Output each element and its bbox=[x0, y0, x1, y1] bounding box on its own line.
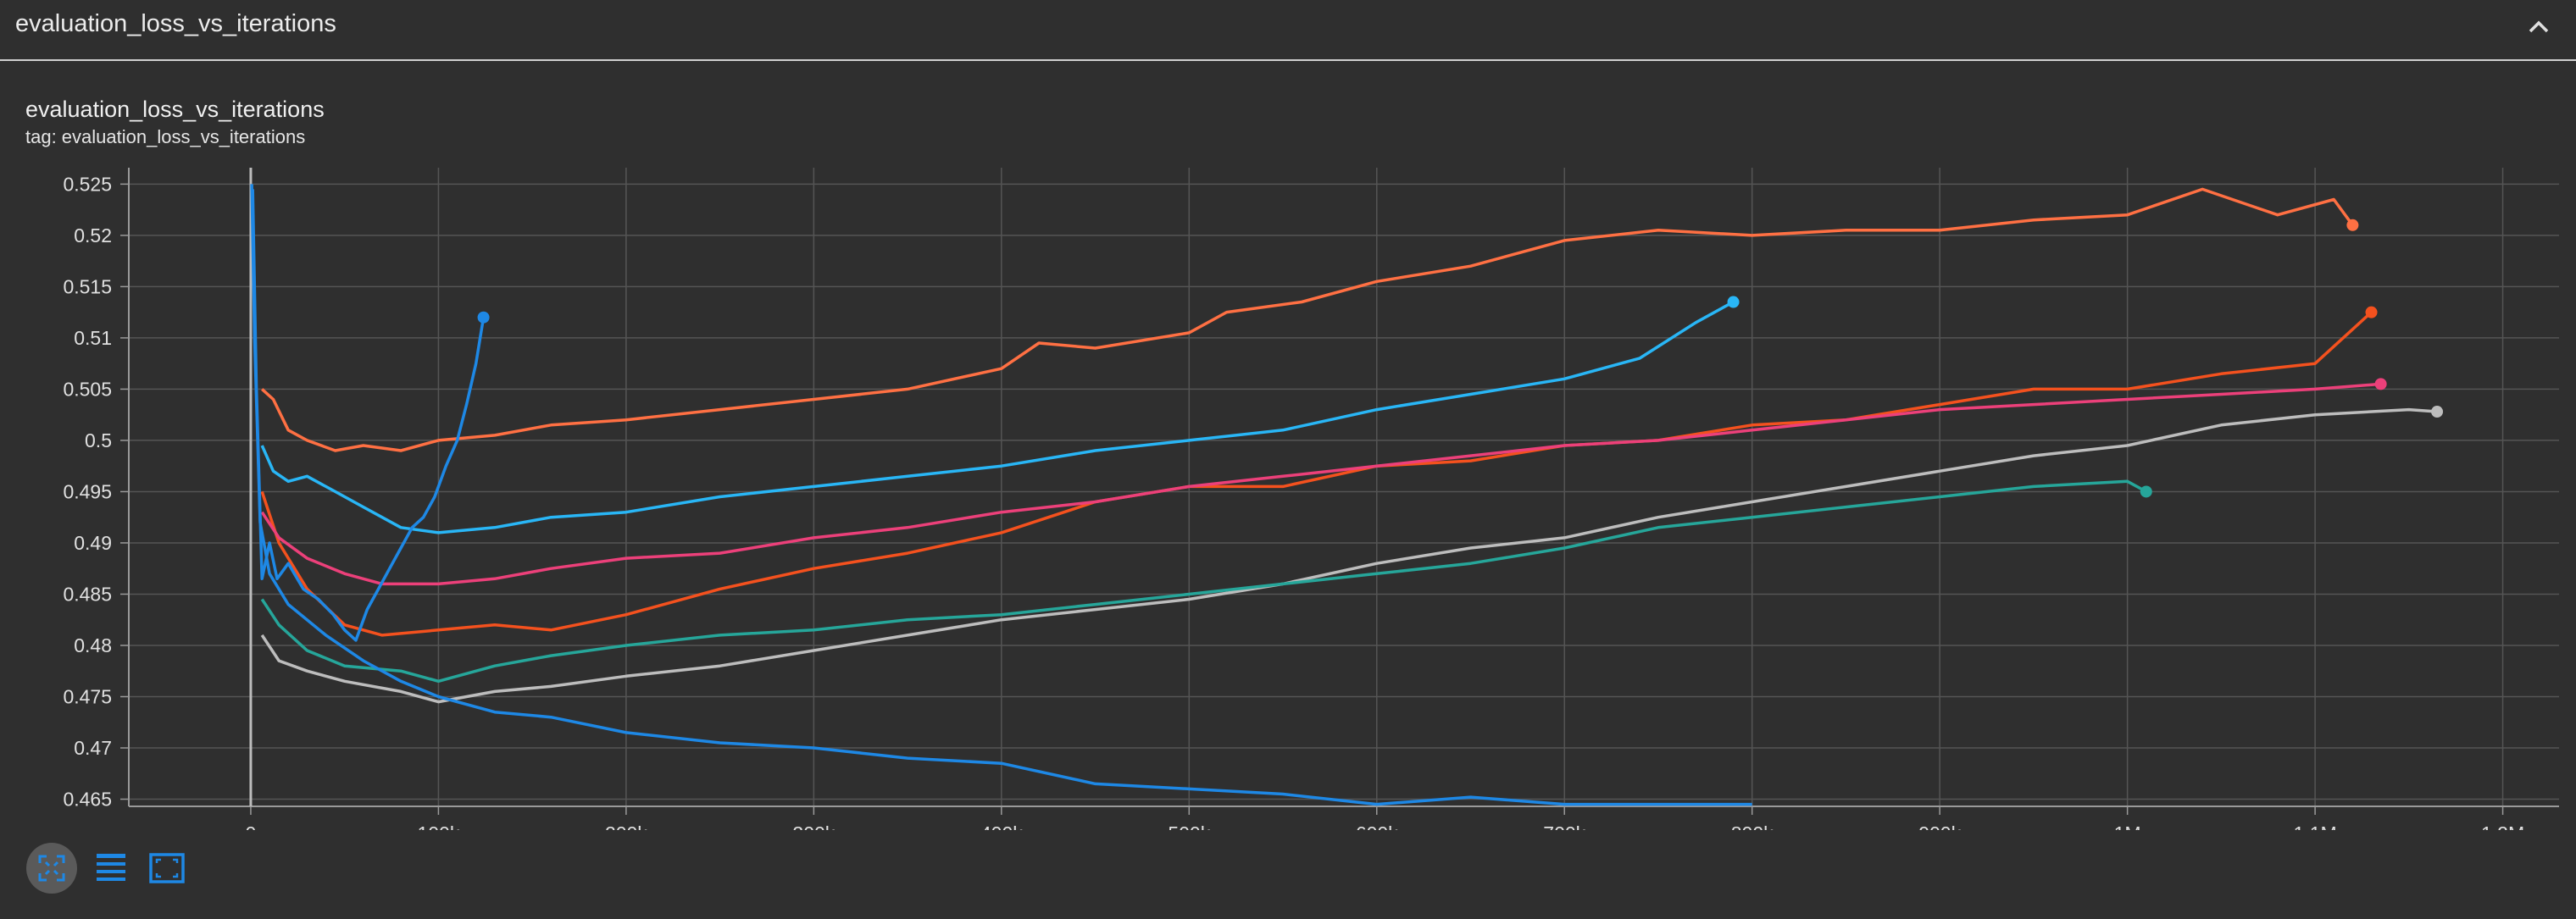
x-tick-label: 200k bbox=[605, 822, 647, 830]
series-line bbox=[260, 382, 2381, 586]
chevron-up-icon bbox=[2529, 20, 2549, 33]
y-tick-label: 0.47 bbox=[74, 737, 112, 759]
series-line bbox=[260, 479, 2147, 684]
card-title: evaluation_loss_vs_iterations bbox=[25, 97, 325, 122]
y-tick-label: 0.465 bbox=[63, 789, 112, 811]
x-tick-label: 700k bbox=[1543, 822, 1585, 830]
expand-chart-icon bbox=[149, 853, 185, 883]
x-tick-label: 100k bbox=[417, 822, 459, 830]
y-tick-label: 0.525 bbox=[63, 173, 112, 195]
series-end-point bbox=[2431, 406, 2444, 418]
series-line bbox=[251, 189, 486, 642]
y-tick-label: 0.475 bbox=[63, 686, 112, 708]
x-tick-label: 1M bbox=[2114, 822, 2141, 830]
x-tick-label: 300k bbox=[792, 822, 835, 830]
y-tick-label: 0.52 bbox=[74, 224, 112, 246]
expand-chart-button[interactable] bbox=[141, 842, 193, 894]
x-tick-label: 1.1M bbox=[2294, 822, 2337, 830]
y-tick-label: 0.515 bbox=[63, 275, 112, 297]
x-tick-label: 900k bbox=[1918, 822, 1961, 830]
x-tick-label: 800k bbox=[1731, 822, 1774, 830]
card-tag: tag: evaluation_loss_vs_iterations bbox=[25, 126, 306, 147]
data-table-button[interactable] bbox=[85, 842, 137, 894]
fit-to-data-button[interactable] bbox=[25, 842, 78, 894]
series-end-point bbox=[2346, 219, 2359, 231]
series-end-point bbox=[2140, 485, 2152, 498]
series-end-point bbox=[477, 311, 490, 324]
data-table-icon bbox=[97, 854, 125, 881]
x-tick-label: 400k bbox=[980, 822, 1023, 830]
panel-title: evaluation_loss_vs_iterations bbox=[15, 10, 336, 37]
series-line bbox=[261, 187, 2354, 452]
line-chart[interactable]: 0.465 0.47 0.475 0.48 0.485 0.49 0.495 0.5 0.505… bbox=[0, 152, 2576, 830]
x-tick-label: 1.2M bbox=[2481, 822, 2524, 830]
x-tick-label: 0 bbox=[246, 822, 257, 830]
y-tick-label: 0.485 bbox=[63, 583, 112, 605]
collapse-button[interactable] bbox=[2523, 12, 2554, 42]
x-tick-label: 600k bbox=[1356, 822, 1398, 830]
y-tick-label: 0.495 bbox=[63, 480, 112, 502]
series-end-point bbox=[2374, 378, 2387, 390]
y-tick-label: 0.5 bbox=[85, 429, 112, 451]
y-tick-label: 0.48 bbox=[74, 634, 112, 656]
y-tick-label: 0.51 bbox=[74, 327, 112, 349]
panel-header: evaluation_loss_vs_iterations bbox=[0, 0, 2576, 61]
series-end-point bbox=[1727, 296, 1740, 308]
series-line bbox=[250, 184, 1752, 806]
y-tick-label: 0.49 bbox=[74, 532, 112, 554]
series-line bbox=[260, 300, 1735, 534]
series-line bbox=[260, 407, 2438, 704]
y-tick-label: 0.505 bbox=[63, 378, 112, 400]
fit-to-data-icon bbox=[26, 843, 77, 894]
series-end-point bbox=[2365, 306, 2378, 318]
x-tick-label: 500k bbox=[1168, 822, 1210, 830]
